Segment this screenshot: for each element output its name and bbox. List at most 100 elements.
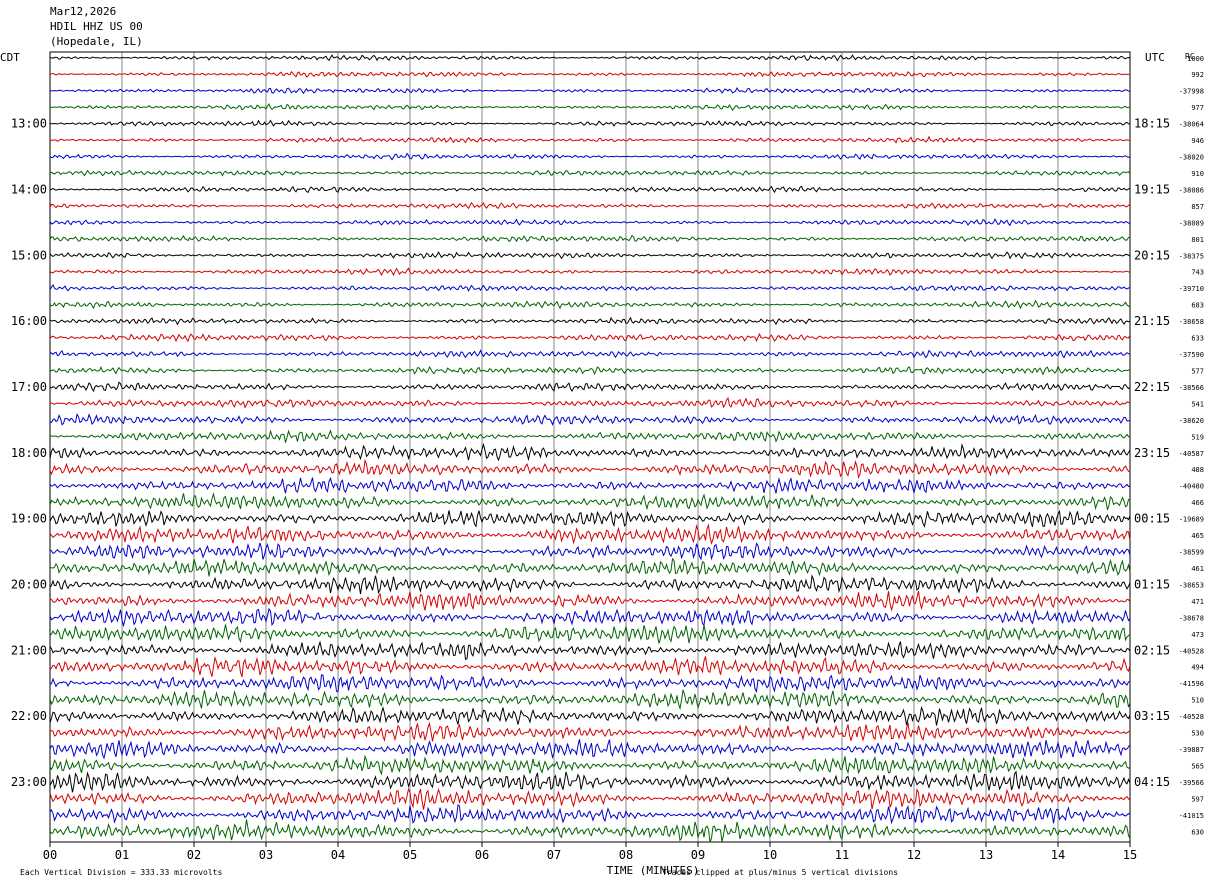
x-tick-label: 13 bbox=[979, 848, 993, 862]
rc-value: 683 bbox=[1191, 302, 1204, 310]
rc-value: 541 bbox=[1191, 400, 1204, 408]
trace-row bbox=[49, 119, 1131, 127]
x-tick-label: 10 bbox=[763, 848, 777, 862]
x-tick-label: 11 bbox=[835, 848, 849, 862]
trace-row bbox=[49, 86, 1131, 95]
rc-value: 743 bbox=[1191, 269, 1204, 277]
plot-frame bbox=[49, 51, 1131, 843]
x-tick-label: 05 bbox=[403, 848, 417, 862]
rc-value: 473 bbox=[1191, 631, 1204, 639]
trace-row bbox=[49, 251, 1131, 260]
trace-row bbox=[49, 299, 1131, 310]
rc-header: RC bbox=[1185, 52, 1195, 61]
trace-row bbox=[49, 804, 1131, 825]
rc-value: -37590 bbox=[1179, 351, 1204, 359]
trace-row bbox=[49, 54, 1131, 62]
x-tick-label: 07 bbox=[547, 848, 561, 862]
trace-row bbox=[49, 492, 1131, 511]
rc-value: 801 bbox=[1191, 236, 1204, 244]
trace-row bbox=[49, 754, 1131, 776]
trace-row bbox=[49, 365, 1131, 376]
trace-row bbox=[49, 458, 1131, 480]
left-hour-label: 22:00 bbox=[11, 709, 47, 723]
trace-row bbox=[49, 590, 1131, 612]
left-hour-label: 14:00 bbox=[11, 182, 47, 196]
rc-value: -40528 bbox=[1179, 647, 1204, 655]
rc-value: 977 bbox=[1191, 104, 1204, 112]
trace-row bbox=[49, 429, 1131, 443]
rc-value: 519 bbox=[1191, 433, 1204, 441]
clip-note: Traces clipped at plus/minus 5 vertical … bbox=[662, 868, 898, 877]
trace-row bbox=[49, 218, 1131, 227]
trace-row bbox=[49, 770, 1131, 793]
axis-labels: 00 01 02 03 04 05 06 07 08 09 10 11 12 13 14 15 TIME (MI… bbox=[0, 51, 1204, 877]
trace-row bbox=[49, 267, 1131, 277]
rc-value: 471 bbox=[1191, 598, 1204, 606]
trace-row bbox=[49, 103, 1131, 111]
x-tick-label: 12 bbox=[907, 848, 921, 862]
rc-value: -38678 bbox=[1179, 614, 1204, 622]
trace-row bbox=[49, 349, 1131, 359]
rc-value: -38089 bbox=[1179, 219, 1204, 227]
trace-row bbox=[49, 574, 1131, 595]
rc-value: -37998 bbox=[1179, 88, 1204, 96]
rc-value: 577 bbox=[1191, 368, 1204, 376]
rc-value: -40587 bbox=[1179, 450, 1204, 458]
left-timezone-label: CDT bbox=[0, 51, 20, 64]
rc-value: -38020 bbox=[1179, 154, 1204, 162]
header-station: HDIL HHZ US 00 bbox=[50, 20, 143, 33]
rc-value: -39710 bbox=[1179, 285, 1204, 293]
left-hour-label: 17:00 bbox=[11, 380, 47, 394]
rc-value: -38566 bbox=[1179, 384, 1204, 392]
trace-row bbox=[49, 169, 1131, 177]
rc-value: 633 bbox=[1191, 335, 1204, 343]
rc-value: 946 bbox=[1191, 137, 1204, 145]
x-tick-label: 08 bbox=[619, 848, 633, 862]
trace-row bbox=[49, 332, 1131, 343]
trace-row bbox=[49, 381, 1131, 393]
x-axis-title: TIME (MINUTES) bbox=[607, 864, 700, 877]
trace-row bbox=[49, 152, 1131, 161]
rc-value: 597 bbox=[1191, 795, 1204, 803]
x-tick-label: 02 bbox=[187, 848, 201, 862]
rc-value: 530 bbox=[1191, 730, 1204, 738]
rc-value: 494 bbox=[1191, 664, 1204, 672]
x-tick-label: 14 bbox=[1051, 848, 1065, 862]
trace-row bbox=[49, 523, 1131, 546]
rc-value: -38620 bbox=[1179, 417, 1204, 425]
trace-row bbox=[49, 640, 1131, 660]
x-tick-label: 15 bbox=[1123, 848, 1137, 862]
trace-row bbox=[49, 542, 1131, 561]
x-tick-label: 06 bbox=[475, 848, 489, 862]
rc-value: 510 bbox=[1191, 697, 1204, 705]
trace-row bbox=[49, 819, 1131, 843]
rc-value: -38653 bbox=[1179, 581, 1204, 589]
right-hour-label: 23:15 bbox=[1134, 446, 1170, 460]
rc-value: 992 bbox=[1191, 71, 1204, 79]
right-hour-label: 03:15 bbox=[1134, 709, 1170, 723]
rc-value: -38599 bbox=[1179, 549, 1204, 557]
left-hour-label: 15:00 bbox=[11, 248, 47, 262]
left-hour-label: 16:00 bbox=[11, 314, 47, 328]
right-hour-label: 00:15 bbox=[1134, 512, 1170, 526]
x-tick-label: 03 bbox=[259, 848, 273, 862]
trace-row bbox=[49, 234, 1131, 243]
trace-row bbox=[49, 689, 1131, 711]
x-tick-label: 04 bbox=[331, 848, 345, 862]
trace-row bbox=[49, 674, 1131, 694]
trace-row bbox=[49, 442, 1131, 462]
left-hour-label: 18:00 bbox=[11, 446, 47, 460]
seismic-traces bbox=[49, 54, 1131, 843]
trace-row bbox=[49, 185, 1131, 194]
trace-row bbox=[50, 396, 1131, 409]
right-hour-label: 01:15 bbox=[1134, 577, 1170, 591]
rc-value: -41015 bbox=[1179, 812, 1204, 820]
left-hour-label: 23:00 bbox=[11, 775, 47, 789]
right-hour-label: 19:15 bbox=[1134, 182, 1170, 196]
rc-value: -19689 bbox=[1179, 516, 1204, 524]
trace-row bbox=[49, 739, 1131, 760]
trace-row bbox=[49, 284, 1131, 292]
trace-row bbox=[49, 655, 1131, 677]
right-hour-label: 20:15 bbox=[1134, 248, 1170, 262]
